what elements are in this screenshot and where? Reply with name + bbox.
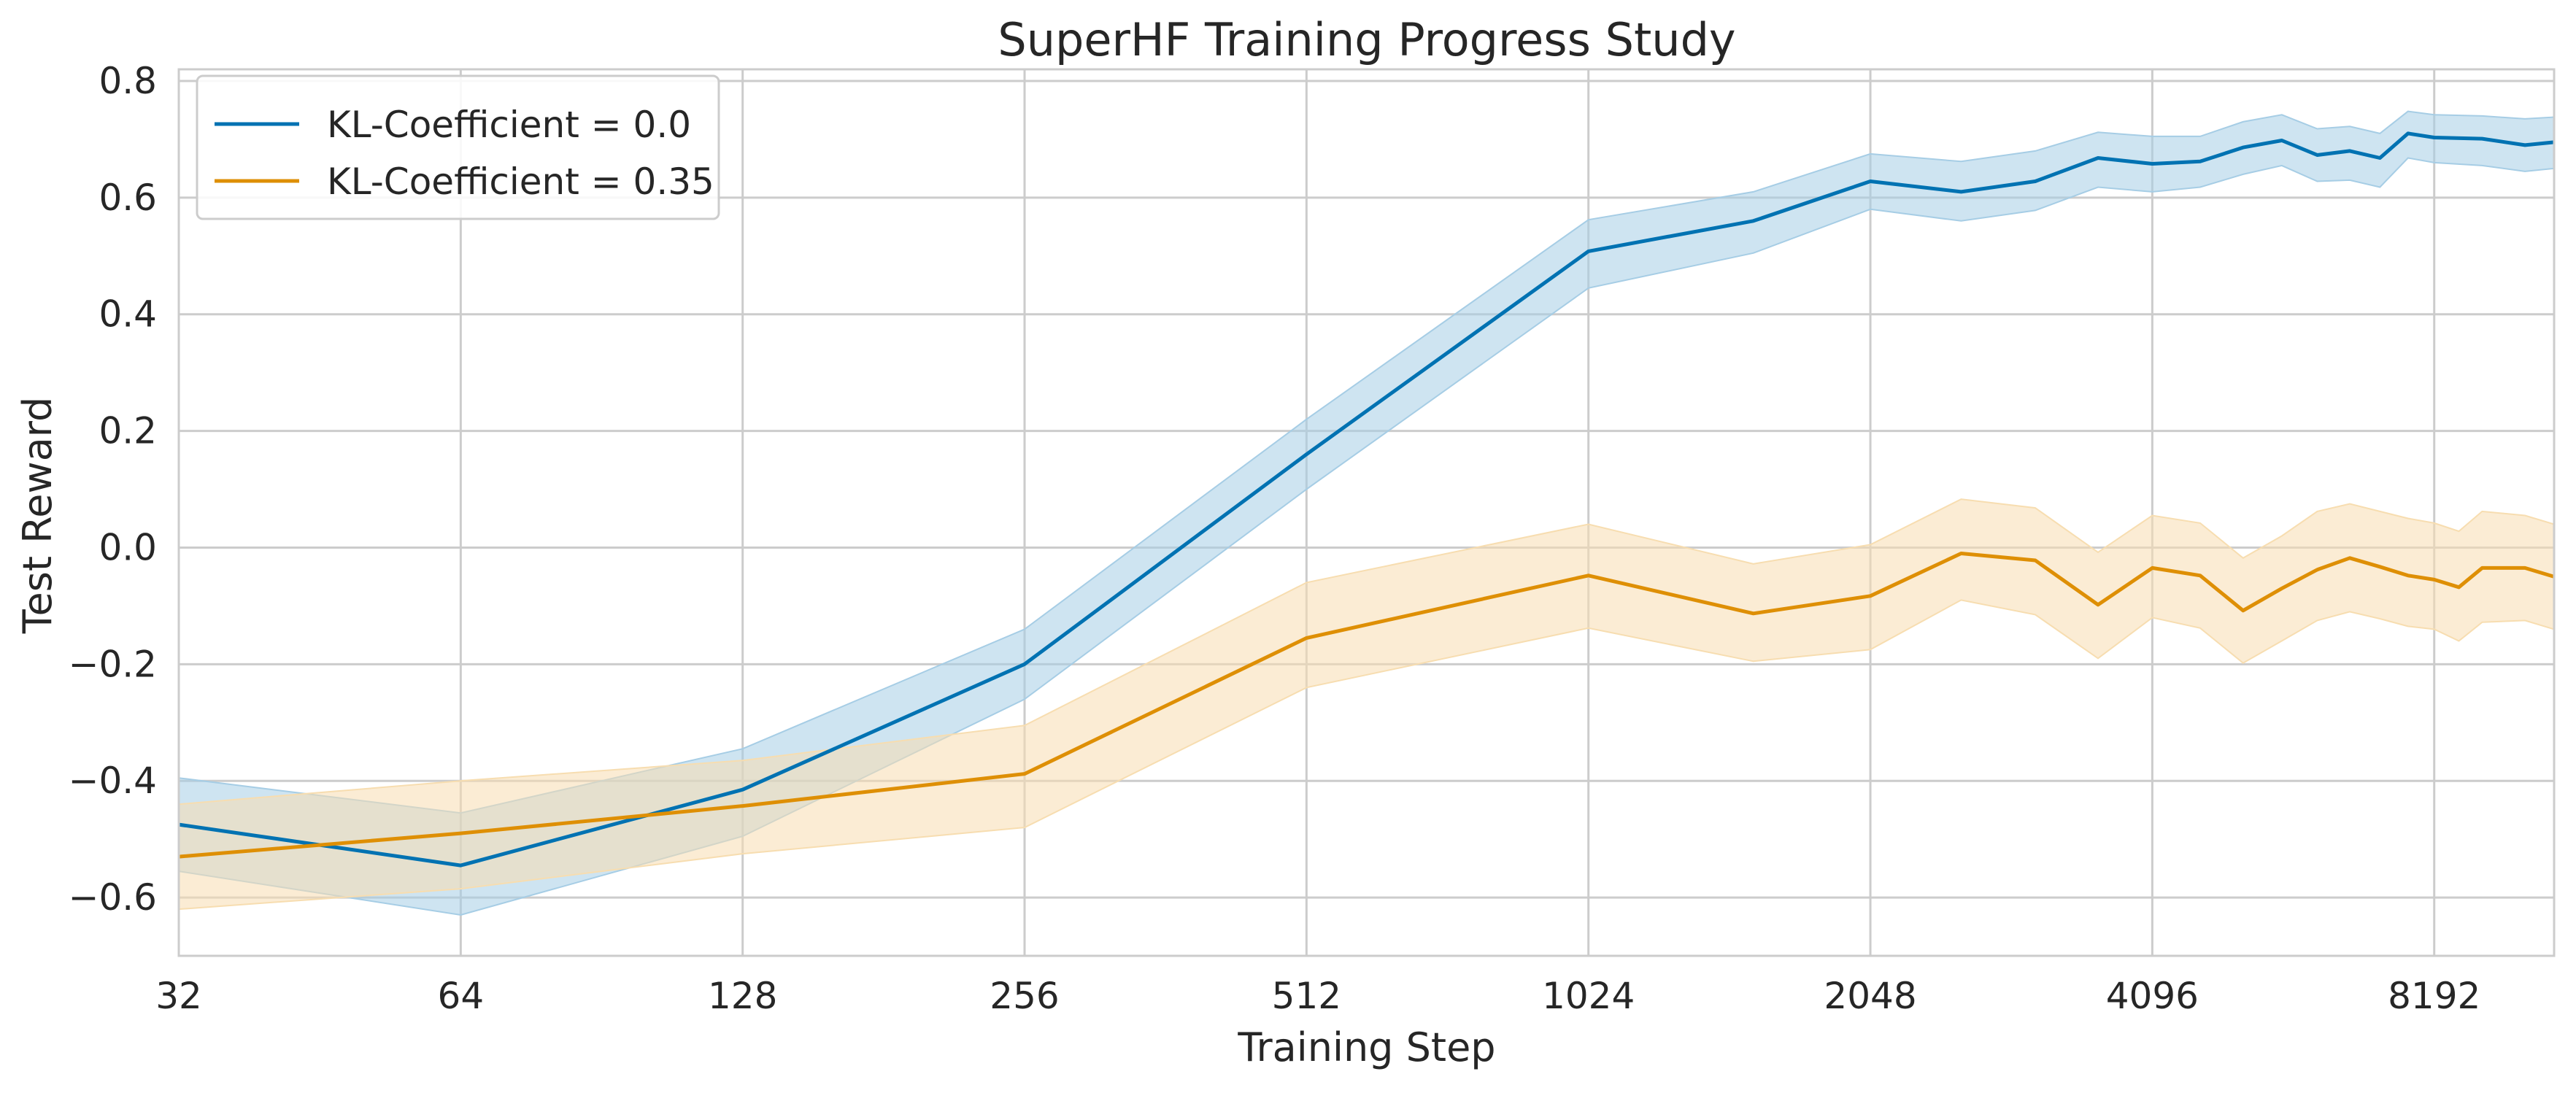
- y-tick-label: 0.2: [99, 410, 157, 452]
- y-tick-label: −0.6: [69, 876, 157, 919]
- plot-frame: [177, 68, 2556, 957]
- y-tick-label: −0.4: [69, 760, 157, 802]
- x-axis-label: Training Step: [1237, 1024, 1495, 1070]
- y-tick-label: 0.0: [99, 526, 157, 568]
- chart-title: SuperHF Training Progress Study: [998, 13, 1735, 66]
- tick-labels: 32 64 128 256 512 1024 2048 4096 8192 −0.6 −0.4 −0.…: [69, 60, 2481, 1017]
- x-tick-label: 1024: [1542, 975, 1635, 1017]
- series-lines: [178, 131, 2555, 868]
- legend-label-kl-035: KL-Coefficient = 0.35: [327, 161, 714, 203]
- legend-label-kl-0: KL-Coefficient = 0.0: [327, 104, 691, 146]
- x-tick-label: 128: [708, 975, 777, 1017]
- y-tick-label: −0.2: [69, 643, 157, 685]
- series-line-0: [178, 131, 2555, 868]
- y-tick-label: 0.6: [99, 177, 157, 219]
- x-tick-label: 256: [990, 975, 1059, 1017]
- y-axis-label: Test Reward: [15, 397, 61, 635]
- x-tick-label: 4096: [2106, 975, 2199, 1017]
- series-line-1: [178, 552, 2555, 859]
- x-tick-label: 2048: [1824, 975, 1916, 1017]
- x-tick-label: 8192: [2388, 975, 2480, 1017]
- x-tick-label: 512: [1272, 975, 1341, 1017]
- legend: KL-Coefficient = 0.0 KL-Coefficient = 0.…: [196, 74, 720, 220]
- legend-frame: [196, 74, 720, 220]
- y-tick-label: 0.4: [99, 293, 157, 336]
- y-tick-label: 0.8: [99, 60, 157, 102]
- x-tick-label: 32: [155, 975, 202, 1017]
- x-tick-label: 64: [438, 975, 485, 1017]
